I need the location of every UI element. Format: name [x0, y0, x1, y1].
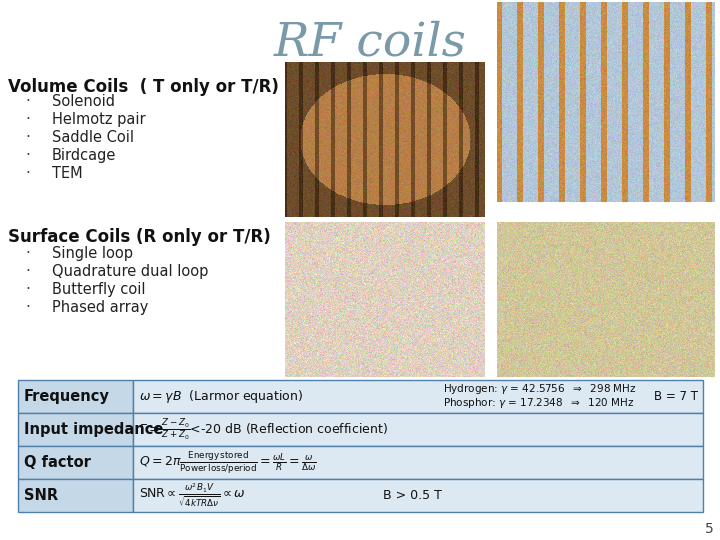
- Text: Quadrature dual loop: Quadrature dual loop: [52, 264, 208, 279]
- Text: B = 7 T: B = 7 T: [654, 390, 698, 403]
- Text: Volume Coils  ( T only or T/R): Volume Coils ( T only or T/R): [8, 78, 279, 96]
- Text: RF coils: RF coils: [274, 20, 467, 65]
- Bar: [133, 380, 703, 413]
- Text: $\mathrm{SNR} \propto \frac{\omega^2 B_1 V}{\sqrt{4kTR\Delta\nu}} \propto \omega: $\mathrm{SNR} \propto \frac{\omega^2 B_1…: [139, 482, 246, 510]
- Bar: [18, 380, 133, 413]
- Text: Helmotz pair: Helmotz pair: [52, 112, 145, 127]
- Text: ·: ·: [25, 166, 30, 181]
- Text: $\omega = \gamma B$  (Larmor equation): $\omega = \gamma B$ (Larmor equation): [139, 388, 303, 405]
- Text: ·: ·: [25, 112, 30, 127]
- Bar: [133, 413, 703, 446]
- Bar: [133, 479, 703, 512]
- Text: Q factor: Q factor: [24, 455, 91, 470]
- Bar: [18, 413, 133, 446]
- Text: $\Gamma = \frac{Z-Z_0}{Z+Z_0}$<-20 dB (Reflection coefficient): $\Gamma = \frac{Z-Z_0}{Z+Z_0}$<-20 dB (R…: [139, 417, 388, 442]
- Text: 5: 5: [706, 522, 714, 536]
- Text: Hydrogen: $\gamma$ = 42.5756  $\Rightarrow$  298 MHz: Hydrogen: $\gamma$ = 42.5756 $\Rightarro…: [443, 382, 636, 396]
- Bar: [18, 446, 133, 479]
- Text: Birdcage: Birdcage: [52, 148, 117, 163]
- Text: ·: ·: [25, 148, 30, 163]
- Text: Phased array: Phased array: [52, 300, 148, 315]
- Bar: [18, 479, 133, 512]
- Text: ·: ·: [25, 282, 30, 297]
- Text: $Q=2\pi\frac{\mathrm{Energy\,stored}}{\mathrm{Power\,loss/period}} = \frac{\omeg: $Q=2\pi\frac{\mathrm{Energy\,stored}}{\m…: [139, 449, 317, 475]
- Text: Solenoid: Solenoid: [52, 94, 115, 109]
- Text: Single loop: Single loop: [52, 246, 133, 261]
- Text: Butterfly coil: Butterfly coil: [52, 282, 145, 297]
- Text: TEM: TEM: [52, 166, 83, 181]
- Text: ·: ·: [25, 264, 30, 279]
- Text: ·: ·: [25, 94, 30, 109]
- Text: B > 0.5 T: B > 0.5 T: [383, 489, 442, 502]
- Bar: [133, 446, 703, 479]
- Text: ·: ·: [25, 130, 30, 145]
- Text: Phosphor: $\gamma$ = 17.2348  $\Rightarrow$  120 MHz: Phosphor: $\gamma$ = 17.2348 $\Rightarro…: [443, 396, 635, 410]
- Text: Input impedance: Input impedance: [24, 422, 163, 437]
- Text: ·: ·: [25, 300, 30, 315]
- Text: Frequency: Frequency: [24, 389, 110, 404]
- Text: Saddle Coil: Saddle Coil: [52, 130, 134, 145]
- Text: Surface Coils (R only or T/R): Surface Coils (R only or T/R): [8, 228, 271, 246]
- Text: ·: ·: [25, 246, 30, 261]
- Text: SNR: SNR: [24, 488, 58, 503]
